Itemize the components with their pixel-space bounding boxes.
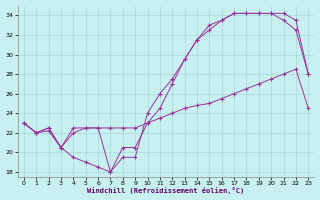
X-axis label: Windchill (Refroidissement éolien,°C): Windchill (Refroidissement éolien,°C) — [87, 187, 245, 194]
